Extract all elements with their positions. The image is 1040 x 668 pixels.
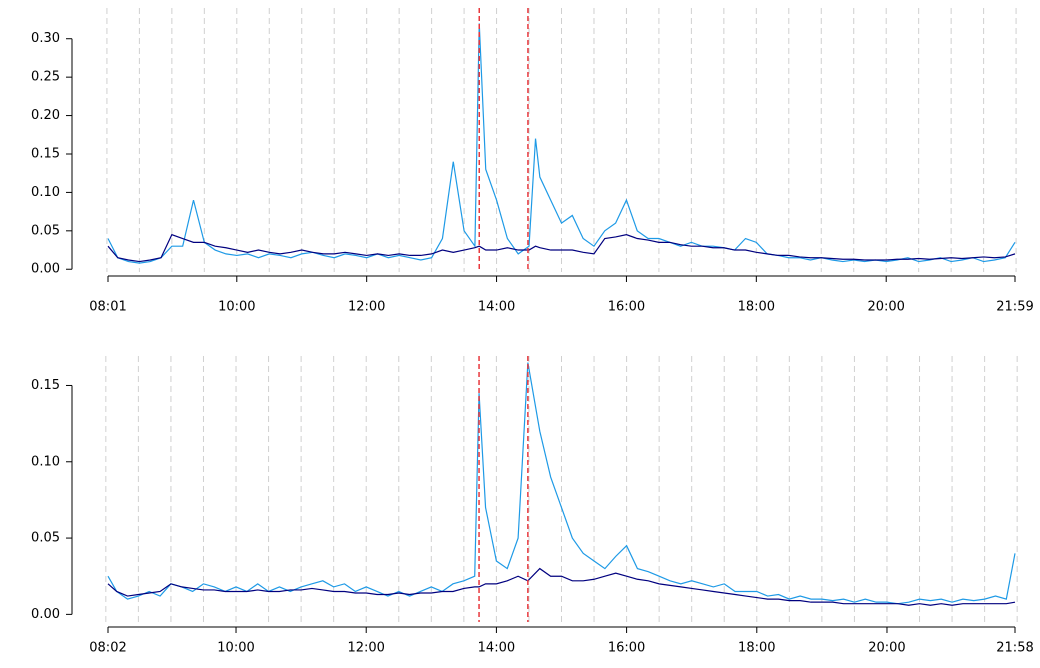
y-tick-label: 0.10 xyxy=(31,454,60,469)
x-tick-label: 10:00 xyxy=(218,300,255,315)
y-tick-label: 0.15 xyxy=(31,378,60,393)
series-line xyxy=(107,23,1016,264)
x-tick-label: 10:00 xyxy=(217,641,254,656)
x-tick-label: 12:00 xyxy=(347,641,384,656)
x-tick-label: 18:00 xyxy=(738,641,775,656)
series-line xyxy=(107,567,1016,606)
x-tick-label: 14:00 xyxy=(478,300,515,315)
y-tick-label: 0.15 xyxy=(31,146,60,161)
x-tick-label: 18:00 xyxy=(738,300,775,315)
y-tick-label: 0.30 xyxy=(31,31,60,46)
y-tick-label: 0.25 xyxy=(31,70,60,85)
y-tick-label: 0.05 xyxy=(31,223,60,238)
x-tick-label: 08:01 xyxy=(89,300,126,315)
x-tick-label: 08:02 xyxy=(89,641,126,656)
x-tick-label: 14:00 xyxy=(478,641,515,656)
y-tick-label: 0.00 xyxy=(31,262,60,277)
series-line xyxy=(107,362,1016,605)
y-tick-label: 0.00 xyxy=(31,607,60,622)
x-tick-label: 20:00 xyxy=(867,300,904,315)
x-tick-label: 12:00 xyxy=(348,300,385,315)
x-tick-label: 21:59 xyxy=(996,300,1033,315)
y-tick-label: 0.10 xyxy=(31,185,60,200)
y-tick-label: 0.05 xyxy=(31,531,60,546)
x-tick-label: 20:00 xyxy=(868,641,905,656)
series-line xyxy=(107,233,1016,263)
x-tick-label: 16:00 xyxy=(608,300,645,315)
y-tick-label: 0.20 xyxy=(31,108,60,123)
x-tick-label: 16:00 xyxy=(608,641,645,656)
x-tick-label: 21:58 xyxy=(996,641,1033,656)
